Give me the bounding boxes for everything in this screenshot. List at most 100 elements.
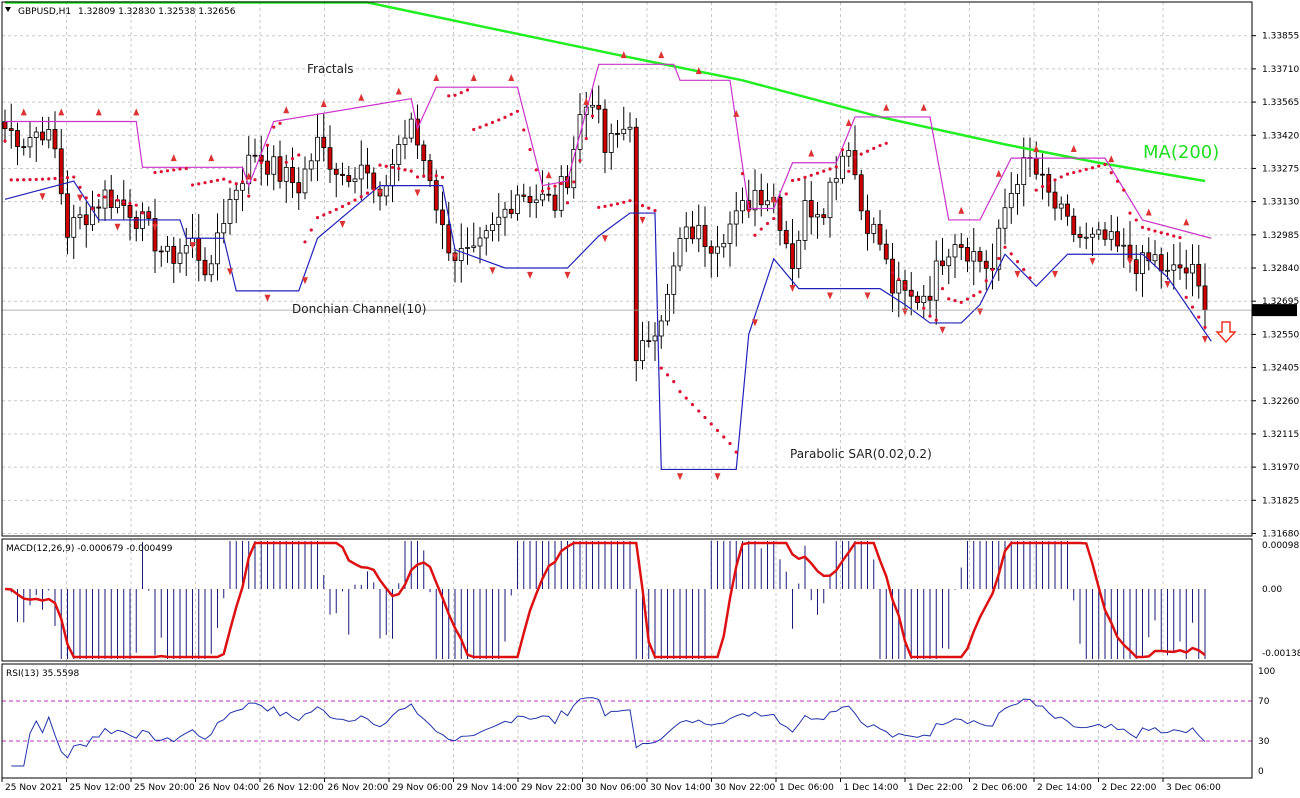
candle: [196, 237, 202, 261]
sar-dot: [509, 112, 513, 116]
candle: [96, 206, 102, 209]
candle: [1190, 263, 1195, 274]
sar-dot: [1147, 227, 1151, 231]
sar-dot: [972, 293, 976, 298]
candle: [290, 167, 295, 183]
fractal-up: [20, 108, 27, 116]
sar-dot: [497, 118, 501, 122]
candle: [665, 293, 670, 322]
sar-dot: [853, 155, 857, 159]
sar-dot: [397, 167, 401, 171]
pane-frame: [1, 538, 1253, 662]
sar-dot: [559, 182, 563, 186]
sar-dot: [1065, 172, 1070, 176]
candle: [952, 244, 958, 258]
fractal-up: [1108, 155, 1115, 163]
sar-dot: [1103, 162, 1107, 167]
sar-dot: [278, 121, 282, 125]
sar-dot: [1034, 188, 1038, 192]
sar-dot: [122, 200, 126, 204]
fractal-down: [189, 242, 196, 250]
price-tick-label: 1.33565: [1262, 98, 1299, 108]
sar-dot: [865, 149, 870, 153]
fractal-down: [827, 292, 833, 300]
price-tick-label: 1.33710: [1262, 65, 1299, 75]
candle: [815, 214, 820, 218]
sar-dot: [615, 202, 620, 206]
candle: [1121, 244, 1127, 247]
candle: [1083, 236, 1089, 239]
sar-dot: [997, 256, 1001, 261]
candle: [152, 218, 158, 252]
candle: [877, 223, 883, 245]
fractal-up: [733, 109, 740, 117]
sar-dot: [903, 284, 907, 288]
sar-dot: [59, 176, 63, 180]
fractal-up: [58, 108, 65, 116]
sar-dot: [647, 206, 651, 210]
sar-dot: [640, 204, 645, 208]
candle: [71, 217, 77, 238]
sar-dot: [322, 213, 326, 217]
candle: [77, 214, 83, 218]
candle: [1140, 252, 1145, 274]
candle: [971, 251, 977, 262]
candle: [927, 295, 933, 301]
sar-dot: [34, 177, 38, 182]
candle: [708, 246, 714, 254]
fractal-down: [302, 277, 308, 285]
sar-dot: [197, 182, 201, 186]
rsi-tick-label: 0: [1258, 767, 1264, 777]
sar-dot: [65, 175, 70, 180]
sell-arrow-icon: [1215, 321, 1237, 344]
candle: [965, 247, 970, 262]
fractal-down: [564, 271, 571, 279]
price-tick-label: 1.31825: [1262, 496, 1299, 506]
sar-dot: [22, 178, 26, 182]
candle: [796, 240, 802, 269]
sar-dot: [409, 169, 413, 173]
fractal-down: [452, 253, 458, 261]
sar-dot: [309, 228, 313, 232]
sar-dot: [159, 170, 163, 174]
fractal-down: [339, 221, 346, 229]
sar-dot: [1197, 315, 1201, 319]
sar-dot: [1203, 325, 1207, 329]
sar-dot: [578, 158, 582, 163]
sar-dot: [1053, 178, 1057, 182]
candle: [240, 183, 245, 191]
sar-dot: [47, 177, 51, 181]
candle: [58, 148, 64, 195]
fractal-down: [752, 319, 758, 327]
collapse-triangle-icon[interactable]: [5, 7, 11, 12]
sar-dot: [1097, 164, 1101, 168]
candle: [777, 196, 783, 231]
candle: [633, 126, 639, 362]
time-tick-label: 26 Nov 20:00: [328, 783, 389, 793]
sar-dot: [434, 174, 438, 178]
sar-dot: [1028, 276, 1032, 280]
price-tick-label: 1.33855: [1262, 32, 1299, 42]
candle: [458, 248, 464, 261]
fractal-up: [658, 51, 665, 59]
fractal-up: [320, 100, 327, 108]
candle: [515, 194, 520, 214]
candle: [640, 340, 645, 362]
current-price-label: 1.32656: [1258, 307, 1295, 317]
fractal-up: [95, 108, 102, 116]
time-tick-label: 30 Nov 06:00: [586, 783, 647, 793]
sar-dot: [1115, 179, 1120, 183]
price-tick-label: 1.32695: [1262, 297, 1299, 307]
sar-dot: [1184, 295, 1188, 299]
candle: [765, 200, 770, 206]
sar-dot: [784, 192, 788, 196]
candle: [321, 136, 327, 149]
symbol-header: GBPUSD,H1: [18, 7, 71, 17]
candle: [540, 193, 545, 201]
candle: [1171, 264, 1177, 271]
sar-dot: [690, 402, 695, 407]
sar-dot: [1009, 252, 1013, 256]
price-pane: [2, 1, 1252, 481]
candle: [2, 121, 8, 130]
sar-dot: [572, 180, 576, 184]
